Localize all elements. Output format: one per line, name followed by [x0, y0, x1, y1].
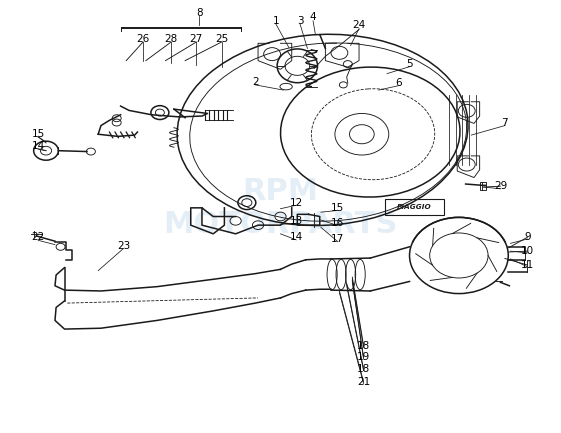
Text: 15: 15	[31, 129, 45, 139]
Text: 5: 5	[406, 59, 413, 69]
Text: 14: 14	[31, 141, 45, 152]
Text: 18: 18	[357, 364, 370, 374]
Text: 8: 8	[196, 8, 203, 18]
Text: 17: 17	[331, 234, 344, 244]
Text: 18: 18	[357, 340, 370, 351]
Text: 1: 1	[273, 16, 279, 26]
Text: 22: 22	[31, 232, 45, 242]
Text: 14: 14	[289, 232, 303, 242]
Text: 10: 10	[521, 246, 534, 256]
Text: 28: 28	[164, 34, 178, 44]
Text: 15: 15	[331, 203, 344, 213]
Text: 24: 24	[352, 20, 366, 30]
Text: 12: 12	[289, 197, 303, 208]
Text: 23: 23	[117, 241, 130, 251]
Text: RPM
MOTORPARTS: RPM MOTORPARTS	[163, 177, 398, 239]
Text: 9: 9	[524, 232, 531, 242]
Text: 4: 4	[310, 12, 316, 23]
Text: 25: 25	[215, 34, 228, 44]
Text: 7: 7	[502, 118, 508, 129]
Text: 26: 26	[136, 34, 150, 44]
Text: 27: 27	[190, 34, 203, 44]
Text: 21: 21	[357, 377, 370, 387]
Text: 6: 6	[395, 78, 402, 88]
Text: PIAGGIO: PIAGGIO	[397, 204, 432, 210]
Bar	[480, 182, 486, 190]
Text: 2: 2	[252, 77, 259, 87]
Text: 29: 29	[494, 181, 507, 191]
Text: 13: 13	[289, 216, 303, 226]
Text: 19: 19	[357, 352, 370, 362]
Text: 16: 16	[331, 218, 344, 228]
Text: 11: 11	[521, 260, 534, 270]
Text: 3: 3	[297, 16, 304, 26]
